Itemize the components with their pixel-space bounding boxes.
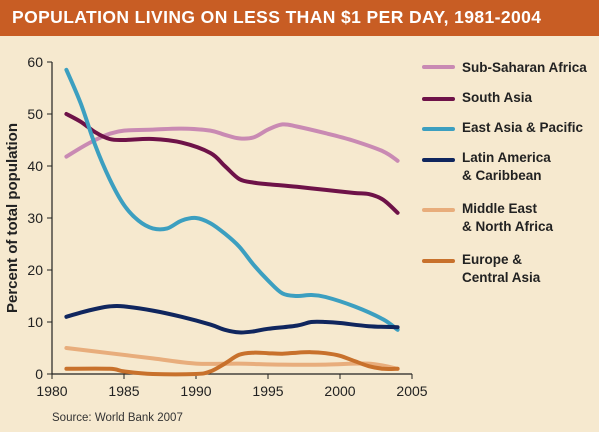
series-line-latin-america-caribbean xyxy=(64,303,400,335)
series-line-europe-central-asia xyxy=(64,350,400,377)
x-tick-label: 2005 xyxy=(396,383,427,399)
chart-title: POPULATION LIVING ON LESS THAN $1 PER DA… xyxy=(12,7,542,27)
legend-swatch-europe-central-asia xyxy=(422,259,455,263)
legend-label-east-asia-pacific: East Asia & Pacific xyxy=(462,120,584,135)
x-tick-label: 1995 xyxy=(252,383,283,399)
y-axis-title: Percent of total population xyxy=(4,123,21,313)
legend-swatch-south-asia xyxy=(422,97,455,101)
y-tick-label: 60 xyxy=(27,54,43,70)
source-note: Source: World Bank 2007 xyxy=(52,412,183,424)
series-line-east-asia-pacific xyxy=(64,67,400,332)
y-tick-label: 10 xyxy=(27,314,43,330)
title-bar: POPULATION LIVING ON LESS THAN $1 PER DA… xyxy=(0,0,599,36)
x-tick-label: 1985 xyxy=(108,383,139,399)
legend-label-europe-central-asia: Europe & Central Asia xyxy=(462,252,541,285)
legend-label-sub-saharan-africa: Sub-Saharan Africa xyxy=(462,60,587,75)
legend-swatch-middle-east xyxy=(422,208,455,212)
y-tick-label: 0 xyxy=(35,366,43,382)
legend-label-latin-america: Latin America & Caribbean xyxy=(462,150,551,183)
legend-label-south-asia: South Asia xyxy=(462,90,533,105)
legend-swatch-sub-saharan-africa xyxy=(422,65,455,69)
x-tick-label: 2000 xyxy=(324,383,355,399)
series-line-sub-saharan-africa xyxy=(64,122,400,163)
y-tick-label: 40 xyxy=(27,158,43,174)
y-tick-label: 20 xyxy=(27,262,43,278)
y-tick-label: 30 xyxy=(27,210,43,226)
x-tick-label: 1990 xyxy=(180,383,211,399)
x-tick-label: 1980 xyxy=(36,383,67,399)
legend-swatch-latin-america xyxy=(422,158,455,162)
series-line-south-asia xyxy=(64,112,400,215)
legend-swatch-east-asia-pacific xyxy=(422,127,455,131)
y-tick-label: 50 xyxy=(27,106,43,122)
legend-label-middle-east: Middle East & North Africa xyxy=(462,201,554,234)
